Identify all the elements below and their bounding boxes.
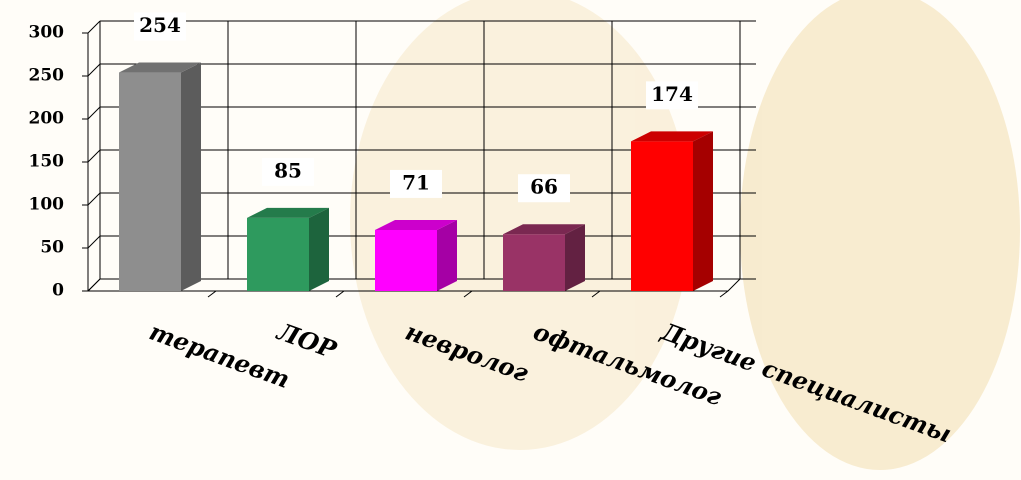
grid-line <box>87 149 101 163</box>
bar <box>503 224 585 291</box>
x-tick-label: ЛОР <box>272 316 341 365</box>
bar-side <box>309 207 329 291</box>
grid-line <box>87 63 101 77</box>
y-tick-label: 300 <box>29 23 65 43</box>
floor-tick <box>207 290 217 298</box>
bar-top <box>503 224 585 235</box>
value-label: 85 <box>274 158 302 182</box>
bar-side <box>565 224 585 291</box>
y-tick-label: 50 <box>40 238 64 258</box>
bar-top <box>247 207 329 218</box>
bar <box>247 207 329 291</box>
floor-tick <box>591 290 601 298</box>
bar <box>119 62 201 292</box>
bar-side <box>181 62 201 292</box>
grid-line <box>87 278 101 292</box>
value-label-bg <box>518 174 570 203</box>
bar <box>631 131 713 291</box>
grid-line <box>87 106 101 120</box>
y-tick-label: 100 <box>29 195 65 215</box>
y-tick-label: 150 <box>29 152 65 172</box>
y-tick-label: 0 <box>52 281 64 301</box>
x-tick-label: терапевт <box>146 316 294 393</box>
grid-line <box>87 235 101 249</box>
grid-line <box>87 20 101 34</box>
value-label: 174 <box>651 82 693 106</box>
bar-side <box>437 219 457 291</box>
bar-side <box>693 131 713 291</box>
bar-front <box>119 72 181 291</box>
bar-top <box>631 131 713 142</box>
value-label: 71 <box>402 170 430 194</box>
bar-top <box>119 62 201 73</box>
value-label-bg <box>646 81 698 110</box>
value-label-bg <box>390 169 442 198</box>
value-label-bg <box>262 157 314 186</box>
value-label: 66 <box>530 175 558 199</box>
watermark <box>350 0 1020 470</box>
floor-tick <box>463 290 473 298</box>
y-tick-label: 250 <box>29 66 65 86</box>
value-label-bg <box>134 12 186 41</box>
bar-front <box>375 229 437 291</box>
bar-front <box>247 217 309 291</box>
y-tick-label: 200 <box>29 109 65 129</box>
bar-front <box>503 234 565 291</box>
grid-line <box>87 192 101 206</box>
floor-tick <box>719 290 729 298</box>
bar-top <box>375 219 457 230</box>
floor-tick <box>335 290 345 298</box>
bar-front <box>631 141 693 291</box>
bar <box>375 219 457 291</box>
value-label: 254 <box>139 13 181 37</box>
